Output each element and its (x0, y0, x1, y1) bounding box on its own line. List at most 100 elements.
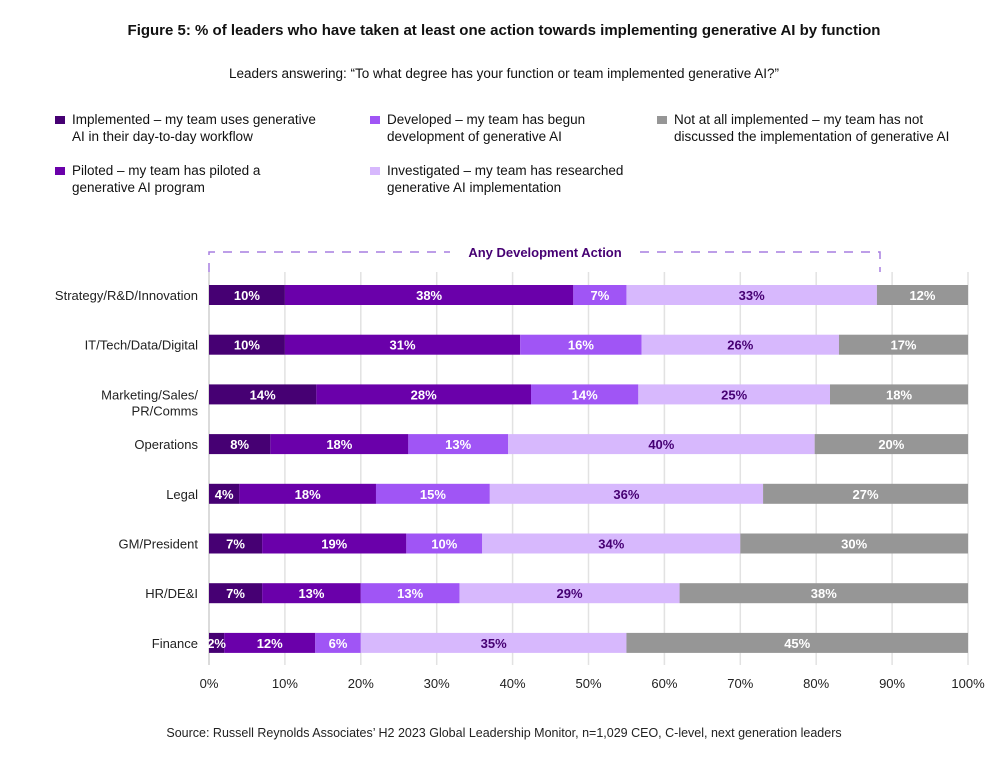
data-label: 7% (226, 537, 245, 552)
data-label: 13% (397, 586, 423, 601)
bar-segment-implemented (209, 632, 225, 653)
data-label: 13% (445, 437, 471, 452)
data-label: 20% (878, 437, 904, 452)
data-label: 28% (411, 387, 437, 402)
data-label: 7% (590, 288, 609, 303)
annotation-label: Any Development Action (468, 245, 621, 260)
bar-segment-investigated (459, 583, 680, 604)
bar-segment-not-at-all-implemented (740, 533, 968, 554)
data-label: 7% (226, 586, 245, 601)
category-label: HR/DE&I (145, 586, 198, 601)
bar-segment-not-at-all-implemented (838, 334, 968, 355)
bar-segment-investigated (626, 285, 877, 305)
data-label: 40% (648, 437, 674, 452)
bar-segment-not-at-all-implemented (626, 632, 968, 653)
legend-item-investigated: Investigated – my team has researched gen… (370, 162, 623, 196)
x-tick-label: 100% (951, 676, 985, 691)
data-label: 33% (739, 288, 765, 303)
bar-segment-piloted (239, 483, 376, 504)
category-label: Finance (152, 636, 198, 651)
data-label: 18% (886, 387, 912, 402)
category-label: Strategy/R&D/Innovation (55, 288, 198, 303)
legend-item-not-at-all: Not at all implemented – my team has not… (657, 111, 949, 145)
bar-segment-investigated (508, 434, 815, 455)
chart-subtitle: Leaders answering: “To what degree has y… (228, 66, 780, 81)
x-tick-label: 40% (500, 676, 526, 691)
bar-segment-not-at-all-implemented (679, 583, 968, 604)
data-label: 31% (390, 338, 416, 353)
chart-title: Figure 5: % of leaders who have taken at… (127, 22, 881, 39)
data-label: 38% (811, 586, 837, 601)
bar-segment-piloted (270, 434, 409, 455)
bar-segment-developed (408, 434, 508, 455)
data-label: 10% (234, 338, 260, 353)
data-label: 4% (215, 487, 234, 502)
bar-segment-implemented (209, 334, 285, 355)
data-label: 10% (431, 537, 457, 552)
data-label: 14% (572, 387, 598, 402)
data-label: 8% (230, 437, 249, 452)
data-label: 38% (416, 288, 442, 303)
x-tick-label: 60% (651, 676, 677, 691)
x-tick-label: 90% (879, 676, 905, 691)
data-label: 10% (234, 288, 260, 303)
x-tick-label: 50% (575, 676, 601, 691)
data-label: 45% (784, 636, 810, 651)
data-label: 14% (250, 387, 276, 402)
bar-segment-piloted (284, 334, 521, 355)
bar-segment-not-at-all-implemented (876, 285, 968, 305)
data-label: 6% (329, 636, 348, 651)
data-label: 17% (890, 338, 916, 353)
data-label: 12% (909, 288, 935, 303)
legend-item-piloted: Piloted – my team has piloted a generativ… (55, 162, 260, 196)
bar-segment-investigated (482, 533, 741, 554)
legend-item-implemented: Implemented – my team uses generative AI … (55, 111, 316, 145)
data-label: 13% (298, 586, 324, 601)
bar-segment-developed (531, 384, 639, 405)
category-label: Operations (134, 437, 198, 452)
x-tick-label: 20% (348, 676, 374, 691)
x-tick-label: 30% (424, 676, 450, 691)
bar-segment-developed (406, 533, 483, 554)
bar-segment-investigated (489, 483, 764, 504)
bar-segment-investigated (638, 384, 830, 405)
data-label: 29% (557, 586, 583, 601)
annotation-bracket (208, 251, 881, 272)
data-label: 18% (295, 487, 321, 502)
data-label: 2% (207, 636, 226, 651)
category-label: PR/Comms (132, 403, 199, 418)
bar-segment-piloted (316, 384, 531, 405)
bar-segment-piloted (262, 583, 361, 604)
data-label: 16% (568, 338, 594, 353)
data-label: 18% (326, 437, 352, 452)
bar-segment-developed (573, 285, 627, 305)
bar-segment-piloted (262, 533, 407, 554)
bar-segment-implemented (209, 583, 263, 604)
category-label: IT/Tech/Data/Digital (85, 338, 199, 353)
data-label: 15% (420, 487, 446, 502)
bar-segment-developed (360, 583, 460, 604)
bar-segment-not-at-all-implemented (830, 384, 968, 405)
bar-segment-implemented (209, 434, 271, 455)
data-label: 36% (613, 487, 639, 502)
data-label: 12% (257, 636, 283, 651)
x-tick-label: 0% (200, 676, 219, 691)
bar-segment-implemented (209, 533, 263, 554)
x-tick-label: 80% (803, 676, 829, 691)
data-label: 26% (727, 338, 753, 353)
bar-segment-not-at-all-implemented (763, 483, 968, 504)
chart-source: Source: Russell Reynolds Associates’ H2 … (166, 726, 842, 740)
category-label: GM/President (119, 537, 199, 552)
legend-item-developed: Developed – my team has begun development… (370, 111, 585, 145)
bar-segment-not-at-all-implemented (814, 434, 968, 455)
data-label: 25% (721, 387, 747, 402)
data-label: 35% (481, 636, 507, 651)
category-label: Legal (166, 487, 198, 502)
data-label: 34% (598, 537, 624, 552)
bar-segment-implemented (209, 285, 285, 305)
bar-segment-investigated (360, 632, 627, 653)
bar-segment-piloted (224, 632, 316, 653)
bar-segment-developed (520, 334, 642, 355)
